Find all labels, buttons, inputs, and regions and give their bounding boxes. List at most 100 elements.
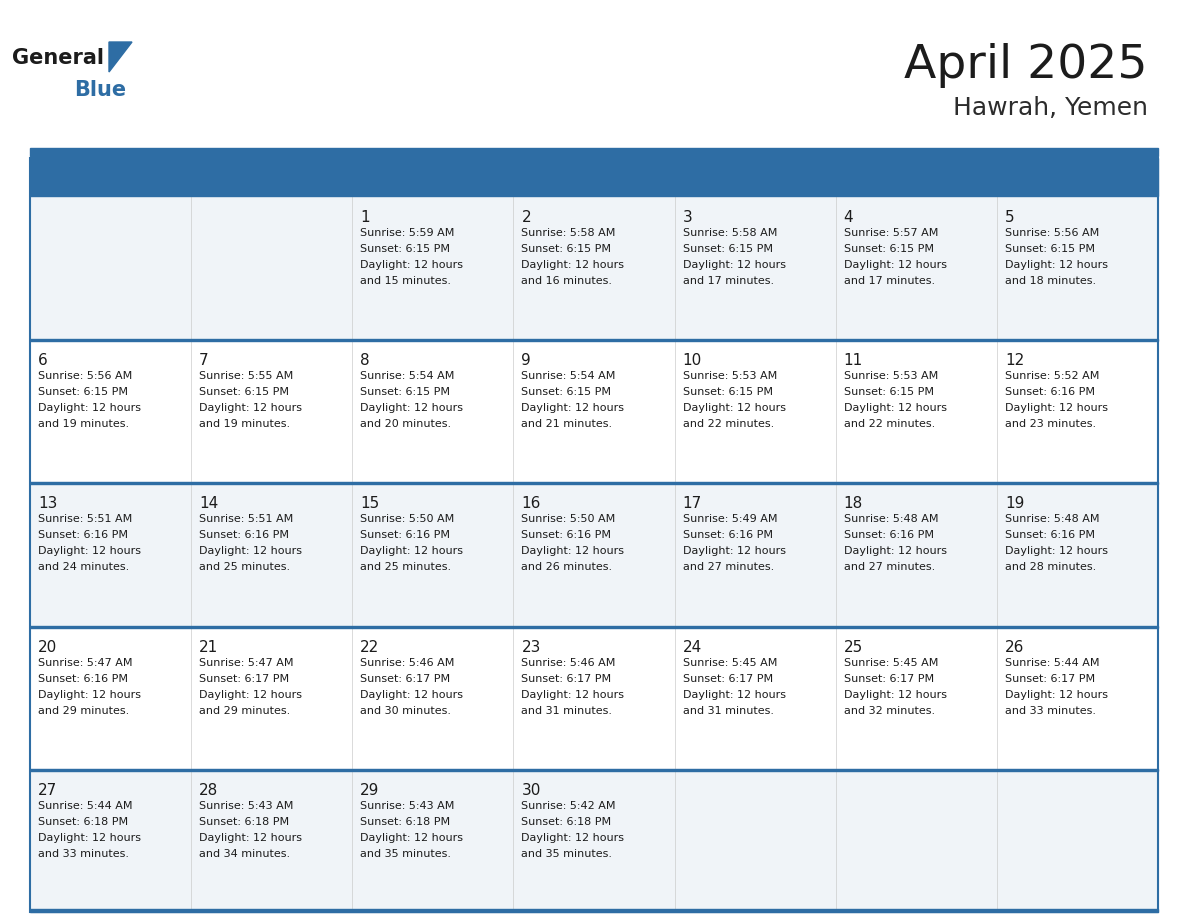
Text: Sunrise: 5:44 AM: Sunrise: 5:44 AM: [38, 800, 133, 811]
Text: Daylight: 12 hours: Daylight: 12 hours: [200, 546, 302, 556]
Text: and 33 minutes.: and 33 minutes.: [1005, 706, 1095, 716]
Text: and 29 minutes.: and 29 minutes.: [38, 706, 129, 716]
Text: Blue: Blue: [74, 80, 126, 100]
Text: Daylight: 12 hours: Daylight: 12 hours: [360, 403, 463, 413]
Bar: [30, 148, 1158, 156]
Text: 19: 19: [1005, 497, 1024, 511]
Text: Sunset: 6:16 PM: Sunset: 6:16 PM: [522, 531, 612, 541]
Bar: [30, 158, 1158, 912]
Text: Daylight: 12 hours: Daylight: 12 hours: [200, 689, 302, 700]
Text: and 35 minutes.: and 35 minutes.: [522, 849, 613, 859]
Text: Sunrise: 5:53 AM: Sunrise: 5:53 AM: [683, 371, 777, 381]
Bar: [30, 339, 1158, 482]
Text: Daylight: 12 hours: Daylight: 12 hours: [843, 689, 947, 700]
Text: Sunset: 6:18 PM: Sunset: 6:18 PM: [360, 817, 450, 827]
Text: 16: 16: [522, 497, 541, 511]
Text: Thursday: Thursday: [683, 170, 762, 185]
Text: Sunrise: 5:42 AM: Sunrise: 5:42 AM: [522, 800, 615, 811]
Text: Hawrah, Yemen: Hawrah, Yemen: [953, 96, 1148, 120]
Text: Sunset: 6:17 PM: Sunset: 6:17 PM: [200, 674, 289, 684]
Text: Sunrise: 5:48 AM: Sunrise: 5:48 AM: [1005, 514, 1099, 524]
Text: and 16 minutes.: and 16 minutes.: [522, 276, 613, 286]
Text: and 23 minutes.: and 23 minutes.: [1005, 420, 1097, 430]
Text: Monday: Monday: [200, 170, 266, 185]
Text: Sunrise: 5:45 AM: Sunrise: 5:45 AM: [843, 657, 939, 667]
Text: Daylight: 12 hours: Daylight: 12 hours: [522, 260, 625, 270]
Text: 30: 30: [522, 783, 541, 798]
Text: Sunset: 6:18 PM: Sunset: 6:18 PM: [522, 817, 612, 827]
Text: Wednesday: Wednesday: [522, 170, 620, 185]
Text: 8: 8: [360, 353, 369, 368]
Text: and 17 minutes.: and 17 minutes.: [843, 276, 935, 286]
Text: Sunset: 6:15 PM: Sunset: 6:15 PM: [843, 244, 934, 254]
Text: Daylight: 12 hours: Daylight: 12 hours: [522, 833, 625, 843]
Text: Sunset: 6:16 PM: Sunset: 6:16 PM: [38, 531, 128, 541]
Text: Daylight: 12 hours: Daylight: 12 hours: [200, 833, 302, 843]
Text: 13: 13: [38, 497, 57, 511]
Text: Sunset: 6:16 PM: Sunset: 6:16 PM: [1005, 387, 1095, 397]
Text: 12: 12: [1005, 353, 1024, 368]
Text: 1: 1: [360, 210, 369, 225]
Text: and 30 minutes.: and 30 minutes.: [360, 706, 451, 716]
Text: 3: 3: [683, 210, 693, 225]
Text: and 19 minutes.: and 19 minutes.: [38, 420, 129, 430]
Text: 14: 14: [200, 497, 219, 511]
Bar: [30, 909, 1158, 912]
Text: 24: 24: [683, 640, 702, 655]
Text: Sunset: 6:17 PM: Sunset: 6:17 PM: [360, 674, 450, 684]
Text: Sunrise: 5:54 AM: Sunrise: 5:54 AM: [522, 371, 615, 381]
Text: 15: 15: [360, 497, 379, 511]
Bar: [30, 768, 1158, 771]
Text: Daylight: 12 hours: Daylight: 12 hours: [683, 546, 785, 556]
Text: Daylight: 12 hours: Daylight: 12 hours: [522, 689, 625, 700]
Text: 20: 20: [38, 640, 57, 655]
Text: Sunrise: 5:55 AM: Sunrise: 5:55 AM: [200, 371, 293, 381]
Text: Sunset: 6:15 PM: Sunset: 6:15 PM: [843, 387, 934, 397]
Text: Daylight: 12 hours: Daylight: 12 hours: [843, 403, 947, 413]
Text: Tuesday: Tuesday: [360, 170, 430, 185]
Text: 18: 18: [843, 497, 862, 511]
Text: Sunrise: 5:46 AM: Sunrise: 5:46 AM: [360, 657, 455, 667]
Text: 29: 29: [360, 783, 380, 798]
Bar: [30, 158, 1158, 196]
Text: Sunset: 6:15 PM: Sunset: 6:15 PM: [683, 244, 772, 254]
Text: Sunset: 6:18 PM: Sunset: 6:18 PM: [200, 817, 289, 827]
Text: 11: 11: [843, 353, 862, 368]
Text: 28: 28: [200, 783, 219, 798]
Text: Daylight: 12 hours: Daylight: 12 hours: [38, 833, 141, 843]
Text: Daylight: 12 hours: Daylight: 12 hours: [1005, 403, 1108, 413]
Text: and 15 minutes.: and 15 minutes.: [360, 276, 451, 286]
Text: and 18 minutes.: and 18 minutes.: [1005, 276, 1097, 286]
Text: Sunset: 6:18 PM: Sunset: 6:18 PM: [38, 817, 128, 827]
Text: and 21 minutes.: and 21 minutes.: [522, 420, 613, 430]
Text: 4: 4: [843, 210, 853, 225]
Polygon shape: [109, 42, 132, 72]
Text: 22: 22: [360, 640, 379, 655]
Text: Daylight: 12 hours: Daylight: 12 hours: [38, 689, 141, 700]
Text: Sunset: 6:15 PM: Sunset: 6:15 PM: [38, 387, 128, 397]
Text: Sunset: 6:15 PM: Sunset: 6:15 PM: [1005, 244, 1095, 254]
Text: 10: 10: [683, 353, 702, 368]
Text: Sunset: 6:16 PM: Sunset: 6:16 PM: [360, 531, 450, 541]
Text: Sunset: 6:16 PM: Sunset: 6:16 PM: [683, 531, 772, 541]
Text: Sunrise: 5:50 AM: Sunrise: 5:50 AM: [360, 514, 455, 524]
Text: Sunset: 6:16 PM: Sunset: 6:16 PM: [200, 531, 289, 541]
Text: Sunset: 6:17 PM: Sunset: 6:17 PM: [1005, 674, 1095, 684]
Text: and 31 minutes.: and 31 minutes.: [522, 706, 613, 716]
Text: Sunrise: 5:51 AM: Sunrise: 5:51 AM: [200, 514, 293, 524]
Text: Daylight: 12 hours: Daylight: 12 hours: [683, 260, 785, 270]
Text: and 33 minutes.: and 33 minutes.: [38, 849, 129, 859]
Text: and 17 minutes.: and 17 minutes.: [683, 276, 773, 286]
Text: Daylight: 12 hours: Daylight: 12 hours: [1005, 546, 1108, 556]
Text: Sunrise: 5:59 AM: Sunrise: 5:59 AM: [360, 228, 455, 238]
Text: and 26 minutes.: and 26 minutes.: [522, 563, 613, 573]
Text: Friday: Friday: [843, 170, 896, 185]
Text: Daylight: 12 hours: Daylight: 12 hours: [683, 403, 785, 413]
Text: Sunrise: 5:53 AM: Sunrise: 5:53 AM: [843, 371, 939, 381]
Text: Sunrise: 5:46 AM: Sunrise: 5:46 AM: [522, 657, 615, 667]
Text: Sunrise: 5:49 AM: Sunrise: 5:49 AM: [683, 514, 777, 524]
Text: Daylight: 12 hours: Daylight: 12 hours: [843, 546, 947, 556]
Text: Daylight: 12 hours: Daylight: 12 hours: [522, 546, 625, 556]
Text: Sunday: Sunday: [38, 170, 101, 185]
Text: Sunrise: 5:45 AM: Sunrise: 5:45 AM: [683, 657, 777, 667]
